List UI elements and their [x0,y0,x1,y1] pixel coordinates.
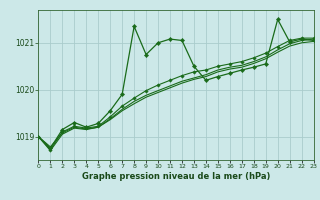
X-axis label: Graphe pression niveau de la mer (hPa): Graphe pression niveau de la mer (hPa) [82,172,270,181]
